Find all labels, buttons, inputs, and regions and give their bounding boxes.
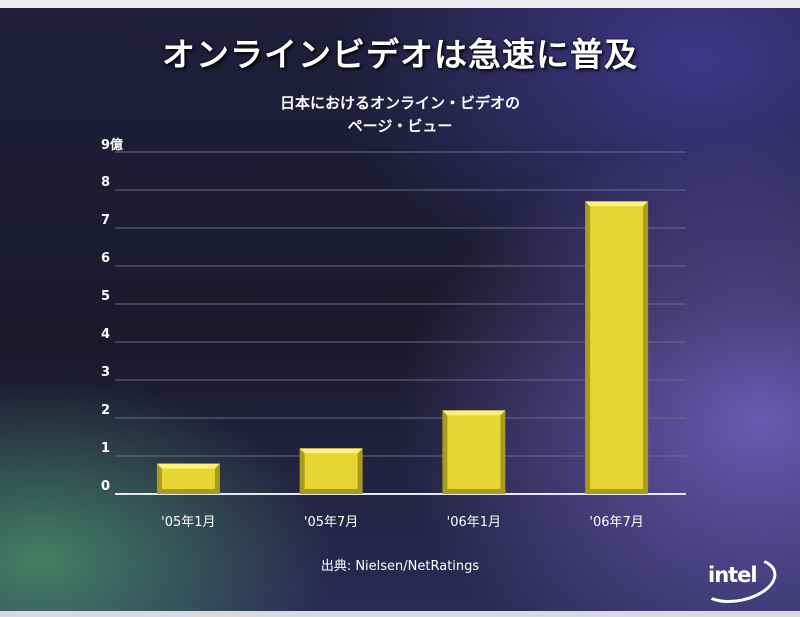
y-tick-label: 2 — [101, 403, 110, 418]
x-tick-label: '06年7月 — [589, 515, 643, 530]
screen-top-frame — [0, 0, 800, 8]
y-tick-label: 6 — [101, 251, 110, 266]
source-caption: 出典: Nielsen/NetRatings — [320, 559, 480, 574]
y-tick-label: 8 — [101, 175, 110, 190]
y-tick-label: 0 — [101, 479, 110, 494]
bar-4-face — [590, 206, 644, 489]
y-axis-unit-label: 9億 — [101, 138, 124, 153]
bar-1-bevel-top — [156, 463, 220, 469]
y-tick-label: 1 — [101, 441, 110, 456]
chart-subtitle-line1: 日本におけるオンライン・ビデオの — [279, 94, 520, 112]
intel-logo: intel — [708, 563, 758, 587]
bar-4-bevel-top — [585, 201, 649, 207]
y-tick-label: 4 — [101, 327, 110, 342]
x-tick-label: '05年1月 — [161, 515, 215, 530]
bar-2-bevel-top — [299, 448, 363, 454]
screen-bottom-frame — [0, 611, 800, 617]
bar-2-face — [304, 453, 358, 489]
y-tick-label: 5 — [101, 289, 110, 304]
y-tick-label: 3 — [101, 365, 110, 380]
y-tick-label: 7 — [101, 213, 110, 228]
x-tick-label: '05年7月 — [304, 515, 358, 530]
bar-1-face — [161, 468, 215, 489]
bar-3-bevel-top — [442, 410, 506, 416]
chart-subtitle-line2: ページ・ビュー — [347, 117, 453, 135]
bar-3-face — [447, 415, 501, 489]
x-tick-label: '06年1月 — [447, 515, 501, 530]
slide-title: オンラインビデオは急速に普及 — [162, 35, 638, 74]
